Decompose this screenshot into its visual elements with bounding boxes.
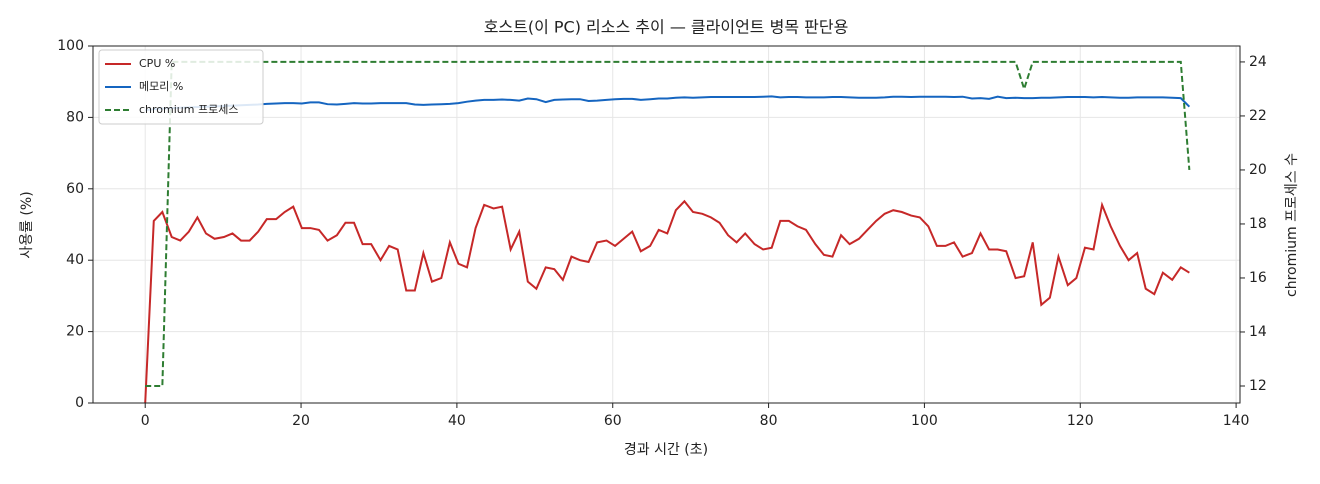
x-tick-label: 60 <box>604 413 622 429</box>
y-tick-label: 0 <box>75 395 84 411</box>
y-tick-label: 80 <box>66 109 84 125</box>
y2-tick-label: 16 <box>1249 270 1267 286</box>
y2-axis-label: chromium 프로세스 수 <box>1284 153 1300 297</box>
series-line <box>145 95 1191 112</box>
x-axis-label: 경과 시간 (초) <box>624 442 708 458</box>
x-tick-label: 80 <box>760 413 778 429</box>
x-tick-label: 20 <box>292 413 310 429</box>
y2-tick-label: 24 <box>1249 54 1267 70</box>
y2-tick-label: 18 <box>1249 216 1267 232</box>
x-tick-label: 0 <box>141 413 150 429</box>
x-tick-label: 100 <box>911 413 938 429</box>
series-line <box>144 199 1190 404</box>
x-tick-label: 40 <box>448 413 466 429</box>
legend-label: CPU % <box>139 57 175 70</box>
chart-title: 호스트(이 PC) 리소스 추이 — 클라이언트 병목 판단용 <box>484 18 849 37</box>
legend-label: 메모리 % <box>139 80 183 93</box>
y-tick-label: 40 <box>66 252 84 268</box>
y-axis-label: 사용률 (%) <box>19 191 35 258</box>
y2-tick-label: 20 <box>1249 162 1267 178</box>
y-tick-label: 20 <box>66 324 84 340</box>
y-tick-label: 100 <box>57 38 84 54</box>
series-line <box>145 60 1191 387</box>
plot-frame <box>92 45 1241 404</box>
x-tick-label: 120 <box>1067 413 1094 429</box>
y2-tick-label: 22 <box>1249 108 1267 124</box>
legend-label: chromium 프로세스 <box>139 103 238 116</box>
y2-tick-label: 14 <box>1249 324 1267 340</box>
x-tick-label: 140 <box>1223 413 1250 429</box>
y-tick-label: 60 <box>66 181 84 197</box>
y2-tick-label: 12 <box>1249 378 1267 394</box>
legend-box <box>98 49 264 125</box>
